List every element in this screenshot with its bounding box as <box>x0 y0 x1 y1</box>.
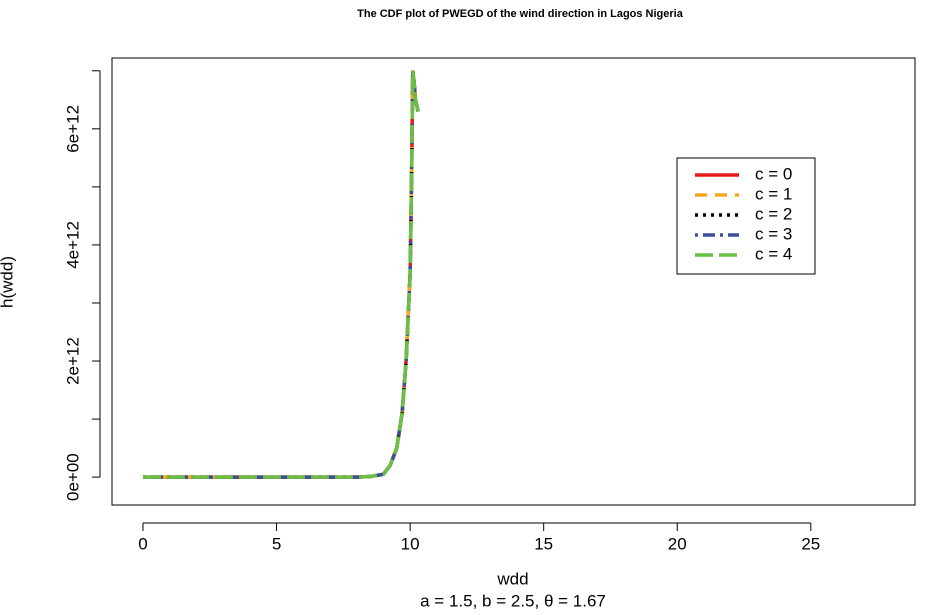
x-tick-label: 0 <box>138 534 147 553</box>
series-line <box>142 70 420 479</box>
y-tick-label: 2e+12 <box>63 337 82 385</box>
x-axis-label: wdd <box>496 569 528 588</box>
x-tick-label: 25 <box>801 534 820 553</box>
series-line <box>142 70 420 479</box>
series-line <box>142 70 420 479</box>
legend-label: c = 2 <box>755 204 792 223</box>
y-tick-label: 4e+12 <box>63 221 82 269</box>
legend-label: c = 1 <box>755 184 792 203</box>
legend-label: c = 3 <box>755 224 792 243</box>
x-tick-label: 20 <box>668 534 687 553</box>
plot-box <box>111 57 916 506</box>
chart-title: The CDF plot of PWEGD of the wind direct… <box>357 8 684 20</box>
y-tick-label: 6e+12 <box>63 105 82 153</box>
subtitle: a = 1.5, b = 2.5, θ = 1.67 <box>420 591 606 610</box>
series-line <box>142 70 420 479</box>
y-axis-label: h(wdd) <box>0 256 16 308</box>
x-tick-label: 15 <box>534 534 553 553</box>
y-tick-label: 0e+00 <box>63 453 82 501</box>
legend-label: c = 4 <box>755 244 792 263</box>
x-tick-label: 10 <box>401 534 420 553</box>
legend-label: c = 0 <box>755 164 792 183</box>
series-line <box>142 70 420 479</box>
x-tick-label: 5 <box>272 534 281 553</box>
